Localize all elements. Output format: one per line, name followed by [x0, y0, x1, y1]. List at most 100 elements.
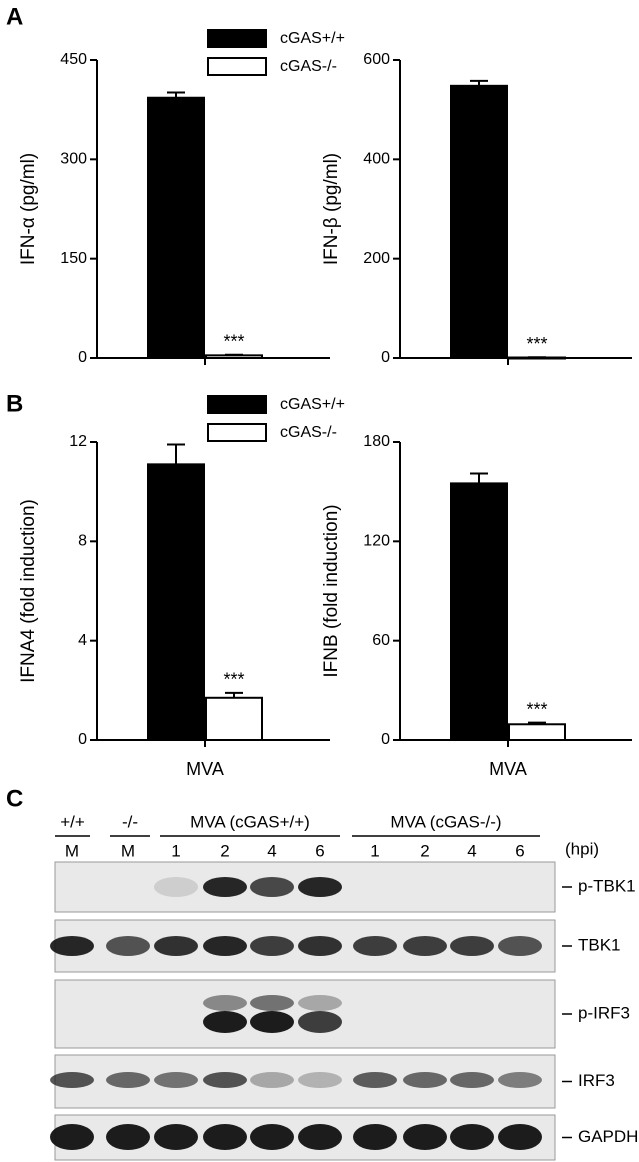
- legend-swatch: [207, 395, 267, 414]
- band: [353, 1124, 397, 1150]
- significance: ***: [526, 699, 547, 719]
- bar: [147, 463, 205, 741]
- y-axis-label: IFNA4 (fold induction): [18, 499, 39, 683]
- bar: [147, 96, 205, 359]
- band: [203, 1124, 247, 1150]
- band: [203, 936, 247, 956]
- band: [298, 1072, 342, 1088]
- group-label: +/+: [60, 812, 85, 831]
- band: [106, 1124, 150, 1150]
- band: [353, 936, 397, 956]
- y-tick-label: 150: [60, 250, 87, 267]
- group-label: MVA (cGAS-/-): [390, 812, 501, 831]
- bar: [508, 723, 566, 741]
- band: [498, 1072, 542, 1088]
- y-tick-label: 60: [372, 632, 390, 649]
- x-tick-label: MVA: [186, 759, 224, 779]
- band: [250, 936, 294, 956]
- panel-label: C: [6, 785, 23, 812]
- group-label: -/-: [122, 812, 138, 831]
- band: [403, 1072, 447, 1088]
- band: [403, 1124, 447, 1150]
- legend-label: cGAS+/+: [280, 30, 345, 47]
- hpi-label: (hpi): [565, 839, 599, 858]
- bar: [450, 482, 508, 741]
- band: [298, 877, 342, 897]
- row-label: p-TBK1: [578, 876, 636, 895]
- band: [498, 936, 542, 956]
- band: [250, 995, 294, 1011]
- band: [106, 1072, 150, 1088]
- band: [298, 1011, 342, 1033]
- lane-label: 1: [370, 841, 379, 860]
- band: [353, 1072, 397, 1088]
- band: [498, 1124, 542, 1150]
- band: [450, 1124, 494, 1150]
- significance: ***: [223, 670, 244, 690]
- band: [250, 1011, 294, 1033]
- legend-label: cGAS+/+: [280, 396, 345, 413]
- band: [250, 877, 294, 897]
- band: [298, 936, 342, 956]
- legend-swatch: [207, 423, 267, 442]
- band: [154, 1124, 198, 1150]
- y-tick-label: 180: [363, 433, 390, 450]
- legend-label: cGAS-/-: [280, 424, 337, 441]
- band: [403, 936, 447, 956]
- significance: ***: [526, 334, 547, 354]
- lane-label: 4: [467, 841, 476, 860]
- significance: ***: [223, 331, 244, 351]
- y-tick-label: 12: [69, 433, 87, 450]
- legend-label: cGAS-/-: [280, 58, 337, 75]
- row-label: TBK1: [578, 935, 621, 954]
- y-tick-label: 0: [78, 731, 87, 748]
- row-label: GAPDH: [578, 1127, 638, 1146]
- band: [154, 877, 198, 897]
- lane-label: M: [65, 841, 79, 860]
- bar: [205, 354, 263, 359]
- y-tick-label: 8: [78, 533, 87, 550]
- y-axis-label: IFNB (fold induction): [321, 504, 342, 677]
- y-tick-label: 0: [78, 349, 87, 366]
- y-tick-label: 300: [60, 151, 87, 168]
- group-label: MVA (cGAS+/+): [190, 812, 310, 831]
- band: [106, 936, 150, 956]
- bar: [205, 696, 263, 741]
- y-tick-label: 0: [381, 349, 390, 366]
- band: [298, 1124, 342, 1150]
- y-tick-label: 400: [363, 151, 390, 168]
- x-tick-label: MVA: [489, 759, 527, 779]
- lane-label: 4: [267, 841, 276, 860]
- lane-label: 6: [515, 841, 524, 860]
- y-tick-label: 0: [381, 731, 390, 748]
- band: [154, 936, 198, 956]
- legend-swatch: [207, 29, 267, 48]
- band: [50, 1072, 94, 1088]
- lane-label: 2: [220, 841, 229, 860]
- row-label: p-IRF3: [578, 1003, 630, 1022]
- y-tick-label: 200: [363, 250, 390, 267]
- y-tick-label: 4: [78, 632, 87, 649]
- lane-label: 1: [171, 841, 180, 860]
- band: [50, 936, 94, 956]
- bar: [508, 356, 566, 360]
- band: [250, 1072, 294, 1088]
- panel-label: A: [6, 3, 23, 30]
- band: [154, 1072, 198, 1088]
- y-axis-label: IFN-β (pg/ml): [321, 153, 342, 265]
- lane-label: M: [121, 841, 135, 860]
- y-tick-label: 600: [363, 51, 390, 68]
- lane-label: 6: [315, 841, 324, 860]
- panel-label: B: [6, 390, 23, 417]
- band: [450, 936, 494, 956]
- row-label: IRF3: [578, 1071, 615, 1090]
- band: [50, 1124, 94, 1150]
- band: [203, 1011, 247, 1033]
- band: [203, 995, 247, 1011]
- band: [298, 995, 342, 1011]
- y-tick-label: 450: [60, 51, 87, 68]
- legend-swatch: [207, 57, 267, 76]
- bar: [450, 84, 508, 360]
- band: [203, 1072, 247, 1088]
